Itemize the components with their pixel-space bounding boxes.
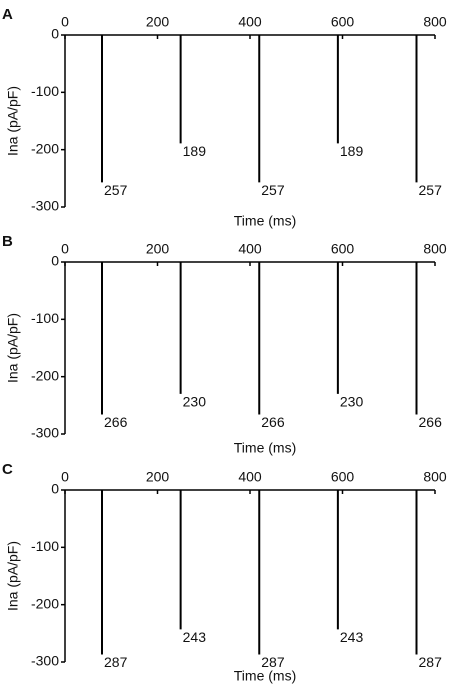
- data-label: 243: [340, 629, 364, 645]
- x-tick-label: 200: [146, 14, 170, 30]
- data-label: 189: [183, 143, 207, 159]
- y-tick-label: -300: [31, 653, 59, 669]
- data-label: 266: [104, 414, 128, 430]
- x-tick-label: 600: [331, 469, 355, 485]
- x-tick-label: 0: [61, 241, 69, 257]
- data-label: 230: [183, 394, 207, 410]
- x-axis-label: Time (ms): [234, 440, 296, 456]
- data-label: 266: [419, 414, 443, 430]
- y-tick-label: -100: [31, 310, 59, 326]
- x-tick-label: 200: [146, 469, 170, 485]
- y-tick-label: 0: [51, 26, 59, 42]
- y-tick-label: 0: [51, 253, 59, 269]
- y-tick-label: -100: [31, 83, 59, 99]
- x-tick-label: 800: [423, 469, 447, 485]
- x-tick-label: 600: [331, 14, 355, 30]
- y-tick-label: -200: [31, 367, 59, 383]
- y-tick-label: -300: [31, 198, 59, 214]
- y-tick-label: -200: [31, 140, 59, 156]
- x-tick-label: 0: [61, 469, 69, 485]
- data-label: 243: [183, 629, 207, 645]
- x-tick-label: 0: [61, 14, 69, 30]
- x-tick-label: 800: [423, 241, 447, 257]
- x-tick-label: 600: [331, 241, 355, 257]
- y-tick-label: -300: [31, 425, 59, 441]
- x-tick-label: 800: [423, 14, 447, 30]
- panel-label: B: [2, 233, 13, 250]
- x-tick-label: 400: [238, 469, 262, 485]
- panel-label: C: [2, 461, 13, 478]
- data-label: 189: [340, 143, 364, 159]
- x-tick-label: 400: [238, 14, 262, 30]
- x-axis-label: Time (ms): [234, 213, 296, 229]
- x-tick-label: 200: [146, 241, 170, 257]
- data-label: 287: [261, 654, 285, 670]
- data-label: 230: [340, 394, 364, 410]
- y-tick-label: 0: [51, 481, 59, 497]
- data-label: 266: [261, 414, 285, 430]
- data-label: 257: [419, 182, 443, 198]
- y-axis-label: Ina (pA/pF): [5, 541, 21, 611]
- y-axis-label: Ina (pA/pF): [5, 86, 21, 156]
- x-tick-label: 400: [238, 241, 262, 257]
- data-label: 257: [104, 182, 128, 198]
- y-axis-label: Ina (pA/pF): [5, 313, 21, 383]
- y-tick-label: -100: [31, 538, 59, 554]
- data-label: 257: [261, 182, 285, 198]
- x-axis-label: Time (ms): [234, 668, 296, 684]
- data-label: 287: [104, 654, 128, 670]
- y-tick-label: -200: [31, 595, 59, 611]
- panel-label: A: [2, 6, 13, 23]
- data-label: 287: [419, 654, 443, 670]
